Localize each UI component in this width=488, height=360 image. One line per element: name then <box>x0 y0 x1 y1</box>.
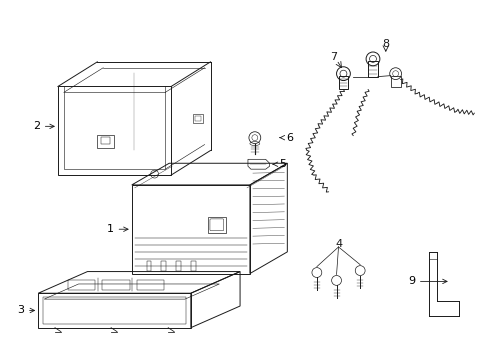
Bar <box>101 138 110 144</box>
Bar <box>390 76 400 87</box>
Text: 6: 6 <box>280 133 292 143</box>
Text: 1: 1 <box>106 224 128 234</box>
Bar <box>338 76 347 89</box>
Bar <box>367 61 377 77</box>
Text: 9: 9 <box>407 276 446 287</box>
Bar <box>194 116 200 121</box>
Bar <box>190 261 195 271</box>
Text: 5: 5 <box>272 159 285 169</box>
Bar <box>97 135 114 148</box>
Bar <box>161 261 166 271</box>
Text: 3: 3 <box>17 305 35 315</box>
Text: 8: 8 <box>382 39 388 49</box>
Bar <box>146 261 151 271</box>
Bar <box>137 280 164 290</box>
Bar <box>176 261 181 271</box>
Text: 2: 2 <box>33 121 54 131</box>
Bar <box>207 217 225 233</box>
Bar <box>68 280 95 290</box>
Text: 7: 7 <box>329 52 337 62</box>
Bar <box>192 113 202 123</box>
Text: 4: 4 <box>334 239 342 249</box>
Bar <box>102 280 129 290</box>
